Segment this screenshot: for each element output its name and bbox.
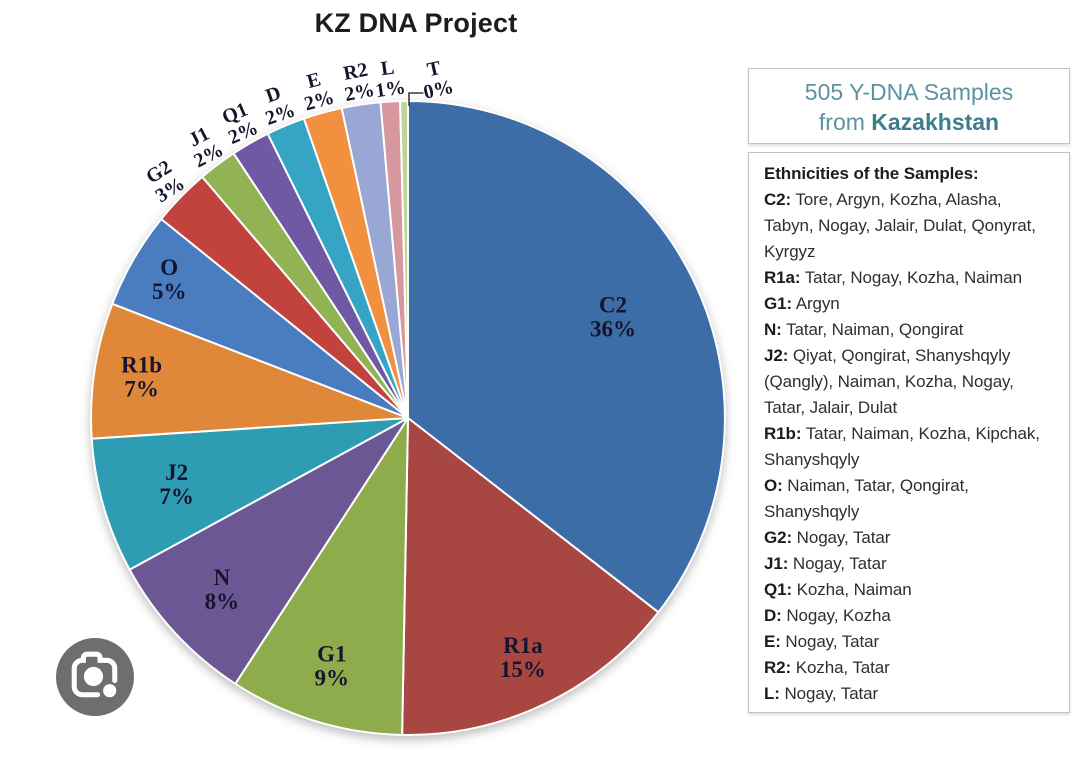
slice-label-J1: J12% xyxy=(181,120,227,172)
haplogroup-label: R2: xyxy=(764,658,792,677)
pie-slice-J2 xyxy=(90,417,409,571)
haplogroup-label: R1b: xyxy=(764,424,802,443)
pie-chart: C2 36%R1a 15%G1 9%N 8%J2 7%R1b 7%O 5%G23%J12%Q1… xyxy=(90,55,726,736)
slice-label-R2: R22% xyxy=(339,58,377,106)
ethnicity-entry: R1b: Tatar, Naiman, Kozha, Kipchak, Shan… xyxy=(764,424,1040,469)
ethnicity-entry: C2: Tore, Argyn, Kozha, Alasha, Tabyn, N… xyxy=(764,190,1036,261)
label-leader-line xyxy=(408,92,424,106)
haplogroup-label: L: xyxy=(764,684,780,703)
slice-label-G1: G1 9% xyxy=(315,642,350,691)
samples-country: Kazakhstan xyxy=(871,109,1000,135)
ethnicity-entry: J1: Nogay, Tatar xyxy=(764,554,887,573)
ethnicity-entry: G2: Nogay, Tatar xyxy=(764,528,891,547)
haplogroup-label: G1: xyxy=(764,294,793,313)
chart-title: KZ DNA Project xyxy=(314,8,518,38)
haplogroup-label: C2: xyxy=(764,190,792,209)
ethnicity-entry: R1a: Tatar, Nogay, Kozha, Naiman xyxy=(764,268,1022,287)
ethnicities-box: Ethnicities of the Samples: C2: Tore, Ar… xyxy=(748,152,1070,713)
camera-lens-icon xyxy=(56,638,134,716)
slice-label-E: E2% xyxy=(296,66,336,115)
samples-origin-line: from Kazakhstan xyxy=(749,107,1069,137)
ethnicity-entry: L: Nogay, Tatar xyxy=(764,684,879,703)
slice-label-R1a: R1a 15% xyxy=(500,633,546,682)
ethnicity-entry: Q1: Kozha, Naiman xyxy=(764,580,912,599)
slice-label-O: O 5% xyxy=(152,255,187,304)
haplogroup-label: O: xyxy=(764,476,783,495)
slice-label-T: T0% xyxy=(417,55,456,103)
haplogroup-label: G2: xyxy=(764,528,793,547)
camera-search-button[interactable] xyxy=(56,638,134,716)
ethnicity-entry: D: Nogay, Kozha xyxy=(764,606,891,625)
pie-slice-N xyxy=(128,417,409,685)
ethnicities-heading: Ethnicities of the Samples: xyxy=(764,164,979,183)
slice-label-N: N 8% xyxy=(205,565,240,614)
ethnicity-entry: O: Naiman, Tatar, Qongirat, Shanyshqyly xyxy=(764,476,969,521)
slice-label-L: L1% xyxy=(371,55,407,102)
pie-slice-R1a xyxy=(401,417,660,736)
ethnicity-entry: N: Tatar, Naiman, Qongirat xyxy=(764,320,964,339)
haplogroup-label: D: xyxy=(764,606,782,625)
ethnicity-entry: G1: Argyn xyxy=(764,294,840,313)
ethnicity-entry: E: Nogay, Tatar xyxy=(764,632,880,651)
haplogroup-label: R1a: xyxy=(764,268,801,287)
pie-slice-C2 xyxy=(407,100,726,614)
samples-count-line: 505 Y-DNA Samples xyxy=(804,79,1014,105)
slice-label-C2: C2 36% xyxy=(590,293,636,342)
haplogroup-label: E: xyxy=(764,632,781,651)
ethnicities-list: C2: Tore, Argyn, Kozha, Alasha, Tabyn, N… xyxy=(764,187,1055,707)
haplogroup-label: N: xyxy=(764,320,782,339)
slice-label-R1b: R1b 7% xyxy=(121,352,162,401)
haplogroup-label: Q1: xyxy=(764,580,793,599)
haplogroup-label: J2: xyxy=(764,346,789,365)
haplogroup-label: J1: xyxy=(764,554,789,573)
slice-label-J2: J2 7% xyxy=(159,460,194,509)
samples-box: 505 Y-DNA Samples from Kazakhstan xyxy=(748,68,1070,144)
pie-slice-G1 xyxy=(234,417,409,736)
ethnicity-entry: J2: Qiyat, Qongirat, Shanyshqyly (Qangly… xyxy=(764,346,1014,417)
pie-slice-R1b xyxy=(90,302,409,440)
ethnicity-entry: R2: Kozha, Tatar xyxy=(764,658,890,677)
samples-origin-prefix: from xyxy=(818,109,872,135)
pie-slice-T xyxy=(399,100,409,419)
